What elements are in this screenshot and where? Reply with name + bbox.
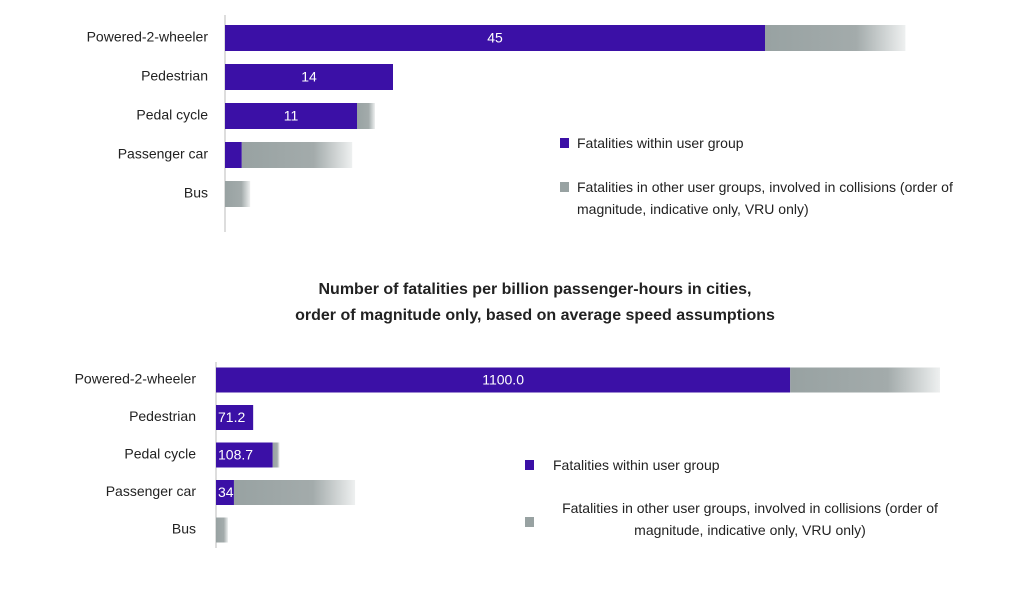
bar-segment xyxy=(216,517,229,543)
legend-marker xyxy=(525,517,534,527)
data-label: 71.2 xyxy=(218,409,245,425)
category-label: Bus xyxy=(172,521,196,537)
bar-segment xyxy=(225,103,357,129)
category-label: Pedal cycle xyxy=(124,446,196,462)
category-label: Pedestrian xyxy=(141,68,208,84)
data-label: 11 xyxy=(284,108,299,124)
legend-label: Fatalities in other user groups, involve… xyxy=(562,500,938,538)
bar-segment xyxy=(790,367,941,393)
bar-segment xyxy=(241,142,353,168)
bar-segment xyxy=(216,367,791,393)
bar-segment xyxy=(225,142,242,168)
category-label: Bus xyxy=(184,185,208,201)
chart-title: order of magnitude only, based on averag… xyxy=(295,307,775,324)
legend-marker xyxy=(560,138,569,148)
legend-label: Fatalities within user group xyxy=(577,135,744,151)
bar-segment xyxy=(225,25,765,51)
legend-marker xyxy=(525,460,534,470)
category-label: Powered-2-wheeler xyxy=(87,29,209,45)
legend-marker xyxy=(560,182,569,192)
bar-segment xyxy=(233,480,356,505)
bar-segment xyxy=(216,405,254,430)
data-label: 14 xyxy=(301,69,317,85)
data-label: 108.7 xyxy=(218,447,253,463)
legend-label: Fatalities within user group xyxy=(553,457,720,473)
category-label: Passenger car xyxy=(118,146,209,162)
bar-segment xyxy=(225,64,393,90)
category-label: Powered-2-wheeler xyxy=(75,371,197,387)
chart-title: Number of fatalities per billion passeng… xyxy=(319,281,752,298)
legend-label: Fatalities in other user groups, involve… xyxy=(577,179,953,217)
category-label: Pedal cycle xyxy=(136,107,208,123)
bar-segment xyxy=(357,103,375,129)
bar-segment xyxy=(216,442,273,468)
bar-segment xyxy=(765,25,906,51)
category-label: Passenger car xyxy=(106,483,197,499)
data-label: 1100.0 xyxy=(482,372,524,388)
bar-segment xyxy=(272,442,280,468)
bar-segment xyxy=(216,480,234,505)
data-label: 45 xyxy=(487,30,503,46)
category-label: Pedestrian xyxy=(129,408,196,424)
bar-segment xyxy=(225,181,251,207)
